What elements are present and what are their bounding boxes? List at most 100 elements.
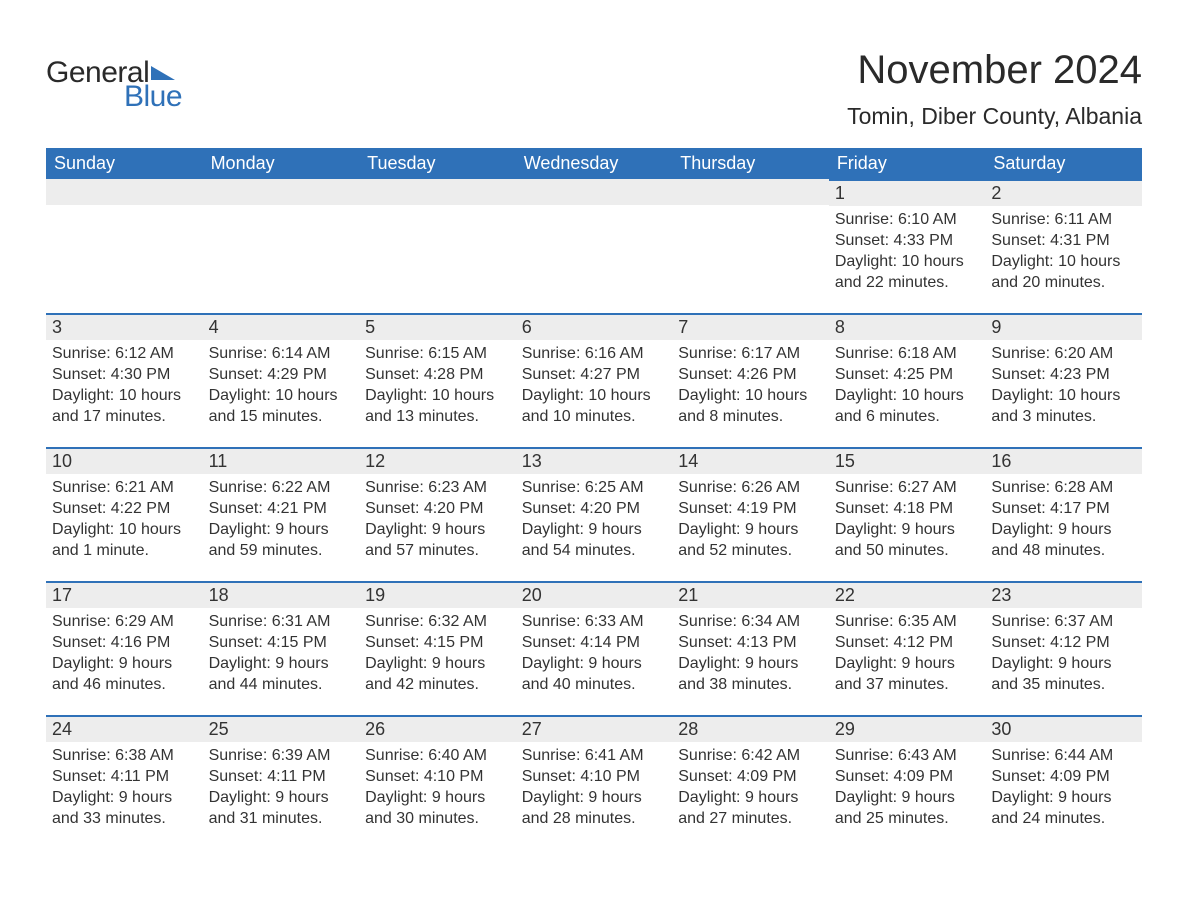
sunset-line: Sunset: 4:19 PM: [678, 498, 823, 519]
daylight-line: Daylight: 9 hours and 31 minutes.: [209, 787, 354, 829]
day-details: Sunrise: 6:15 AMSunset: 4:28 PMDaylight:…: [359, 340, 516, 430]
daylight-line: Daylight: 9 hours and 48 minutes.: [991, 519, 1136, 561]
sunset-line: Sunset: 4:14 PM: [522, 632, 667, 653]
day-number: 20: [516, 581, 673, 608]
calendar-cell: 26Sunrise: 6:40 AMSunset: 4:10 PMDayligh…: [359, 715, 516, 849]
brand-logo: General Blue: [46, 56, 182, 114]
day-number: 14: [672, 447, 829, 474]
calendar-cell: 28Sunrise: 6:42 AMSunset: 4:09 PMDayligh…: [672, 715, 829, 849]
calendar-cell: 17Sunrise: 6:29 AMSunset: 4:16 PMDayligh…: [46, 581, 203, 715]
daylight-line: Daylight: 9 hours and 38 minutes.: [678, 653, 823, 695]
calendar-cell: 7Sunrise: 6:17 AMSunset: 4:26 PMDaylight…: [672, 313, 829, 447]
weekday-header: Friday: [829, 148, 986, 179]
sunrise-line: Sunrise: 6:37 AM: [991, 611, 1136, 632]
sunset-line: Sunset: 4:15 PM: [209, 632, 354, 653]
daylight-line: Daylight: 9 hours and 25 minutes.: [835, 787, 980, 829]
day-details: Sunrise: 6:33 AMSunset: 4:14 PMDaylight:…: [516, 608, 673, 698]
day-number: 13: [516, 447, 673, 474]
day-number: 27: [516, 715, 673, 742]
sunrise-line: Sunrise: 6:12 AM: [52, 343, 197, 364]
daylight-line: Daylight: 10 hours and 8 minutes.: [678, 385, 823, 427]
day-details: Sunrise: 6:22 AMSunset: 4:21 PMDaylight:…: [203, 474, 360, 564]
day-number: 30: [985, 715, 1142, 742]
day-number: 1: [829, 179, 986, 206]
day-details: Sunrise: 6:23 AMSunset: 4:20 PMDaylight:…: [359, 474, 516, 564]
day-number: 4: [203, 313, 360, 340]
brand-part2: Blue: [124, 80, 182, 114]
calendar-cell: [359, 179, 516, 313]
sunset-line: Sunset: 4:11 PM: [52, 766, 197, 787]
calendar-cell: 9Sunrise: 6:20 AMSunset: 4:23 PMDaylight…: [985, 313, 1142, 447]
day-number: 12: [359, 447, 516, 474]
sunrise-line: Sunrise: 6:14 AM: [209, 343, 354, 364]
day-details: Sunrise: 6:20 AMSunset: 4:23 PMDaylight:…: [985, 340, 1142, 430]
daylight-line: Daylight: 9 hours and 24 minutes.: [991, 787, 1136, 829]
daylight-line: Daylight: 10 hours and 10 minutes.: [522, 385, 667, 427]
sunset-line: Sunset: 4:18 PM: [835, 498, 980, 519]
day-details: Sunrise: 6:44 AMSunset: 4:09 PMDaylight:…: [985, 742, 1142, 832]
calendar-cell: 8Sunrise: 6:18 AMSunset: 4:25 PMDaylight…: [829, 313, 986, 447]
sunrise-line: Sunrise: 6:20 AM: [991, 343, 1136, 364]
empty-day: [203, 179, 360, 205]
sunrise-line: Sunrise: 6:39 AM: [209, 745, 354, 766]
calendar-cell: [46, 179, 203, 313]
daylight-line: Daylight: 10 hours and 3 minutes.: [991, 385, 1136, 427]
calendar-cell: 25Sunrise: 6:39 AMSunset: 4:11 PMDayligh…: [203, 715, 360, 849]
weekday-header-row: Sunday Monday Tuesday Wednesday Thursday…: [46, 148, 1142, 179]
sunset-line: Sunset: 4:22 PM: [52, 498, 197, 519]
calendar-cell: 11Sunrise: 6:22 AMSunset: 4:21 PMDayligh…: [203, 447, 360, 581]
sunset-line: Sunset: 4:13 PM: [678, 632, 823, 653]
sunrise-line: Sunrise: 6:16 AM: [522, 343, 667, 364]
calendar-cell: 2Sunrise: 6:11 AMSunset: 4:31 PMDaylight…: [985, 179, 1142, 313]
sunset-line: Sunset: 4:10 PM: [365, 766, 510, 787]
calendar-cell: 14Sunrise: 6:26 AMSunset: 4:19 PMDayligh…: [672, 447, 829, 581]
sunset-line: Sunset: 4:16 PM: [52, 632, 197, 653]
day-details: Sunrise: 6:10 AMSunset: 4:33 PMDaylight:…: [829, 206, 986, 296]
daylight-line: Daylight: 9 hours and 57 minutes.: [365, 519, 510, 561]
calendar-cell: [516, 179, 673, 313]
page-title: November 2024: [847, 48, 1142, 93]
day-number: 3: [46, 313, 203, 340]
day-details: Sunrise: 6:37 AMSunset: 4:12 PMDaylight:…: [985, 608, 1142, 698]
daylight-line: Daylight: 9 hours and 30 minutes.: [365, 787, 510, 829]
sunrise-line: Sunrise: 6:22 AM: [209, 477, 354, 498]
calendar-cell: 5Sunrise: 6:15 AMSunset: 4:28 PMDaylight…: [359, 313, 516, 447]
daylight-line: Daylight: 9 hours and 54 minutes.: [522, 519, 667, 561]
sunrise-line: Sunrise: 6:21 AM: [52, 477, 197, 498]
flag-icon: [151, 62, 175, 80]
day-details: Sunrise: 6:41 AMSunset: 4:10 PMDaylight:…: [516, 742, 673, 832]
sunset-line: Sunset: 4:25 PM: [835, 364, 980, 385]
calendar-cell: 16Sunrise: 6:28 AMSunset: 4:17 PMDayligh…: [985, 447, 1142, 581]
daylight-line: Daylight: 9 hours and 42 minutes.: [365, 653, 510, 695]
daylight-line: Daylight: 10 hours and 20 minutes.: [991, 251, 1136, 293]
day-number: 11: [203, 447, 360, 474]
day-number: 16: [985, 447, 1142, 474]
day-number: 22: [829, 581, 986, 608]
daylight-line: Daylight: 9 hours and 50 minutes.: [835, 519, 980, 561]
calendar-cell: 29Sunrise: 6:43 AMSunset: 4:09 PMDayligh…: [829, 715, 986, 849]
calendar-row: 17Sunrise: 6:29 AMSunset: 4:16 PMDayligh…: [46, 581, 1142, 715]
sunrise-line: Sunrise: 6:23 AM: [365, 477, 510, 498]
calendar-cell: 18Sunrise: 6:31 AMSunset: 4:15 PMDayligh…: [203, 581, 360, 715]
calendar-row: 3Sunrise: 6:12 AMSunset: 4:30 PMDaylight…: [46, 313, 1142, 447]
day-details: Sunrise: 6:16 AMSunset: 4:27 PMDaylight:…: [516, 340, 673, 430]
calendar-cell: 21Sunrise: 6:34 AMSunset: 4:13 PMDayligh…: [672, 581, 829, 715]
weekday-header: Tuesday: [359, 148, 516, 179]
daylight-line: Daylight: 9 hours and 46 minutes.: [52, 653, 197, 695]
day-details: Sunrise: 6:34 AMSunset: 4:13 PMDaylight:…: [672, 608, 829, 698]
calendar-cell: 24Sunrise: 6:38 AMSunset: 4:11 PMDayligh…: [46, 715, 203, 849]
sunrise-line: Sunrise: 6:25 AM: [522, 477, 667, 498]
sunset-line: Sunset: 4:21 PM: [209, 498, 354, 519]
sunset-line: Sunset: 4:11 PM: [209, 766, 354, 787]
calendar-cell: 19Sunrise: 6:32 AMSunset: 4:15 PMDayligh…: [359, 581, 516, 715]
day-number: 18: [203, 581, 360, 608]
day-number: 10: [46, 447, 203, 474]
day-number: 21: [672, 581, 829, 608]
day-number: 28: [672, 715, 829, 742]
sunset-line: Sunset: 4:09 PM: [678, 766, 823, 787]
calendar-cell: 22Sunrise: 6:35 AMSunset: 4:12 PMDayligh…: [829, 581, 986, 715]
sunrise-line: Sunrise: 6:28 AM: [991, 477, 1136, 498]
sunset-line: Sunset: 4:09 PM: [991, 766, 1136, 787]
sunset-line: Sunset: 4:12 PM: [835, 632, 980, 653]
page-header: General Blue November 2024 Tomin, Diber …: [46, 30, 1142, 130]
